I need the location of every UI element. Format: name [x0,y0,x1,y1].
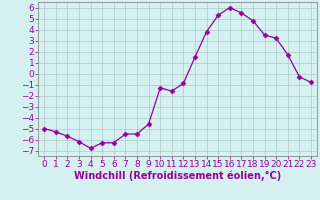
X-axis label: Windchill (Refroidissement éolien,°C): Windchill (Refroidissement éolien,°C) [74,171,281,181]
